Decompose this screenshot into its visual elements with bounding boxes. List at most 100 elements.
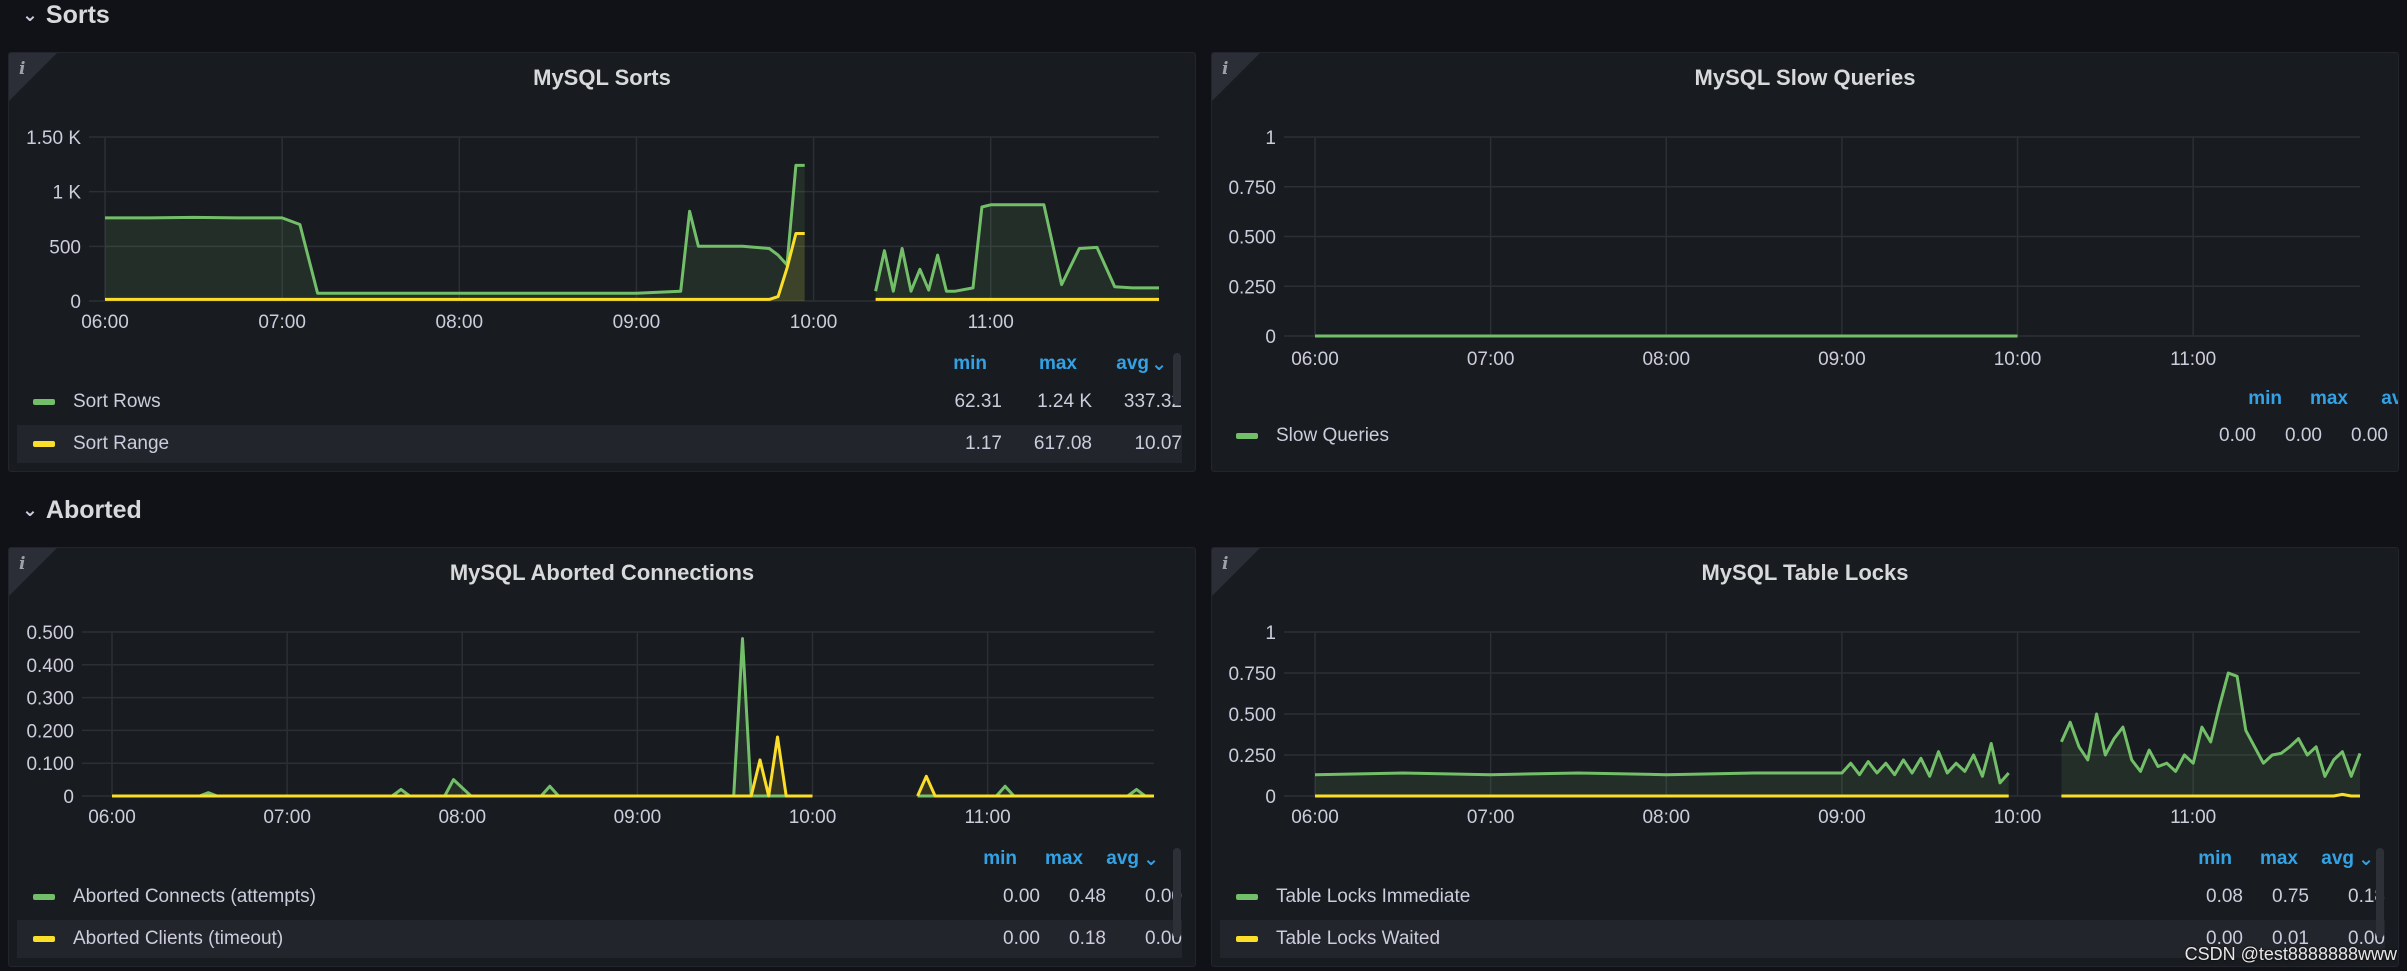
x-tick-label: 08:00 [436, 312, 484, 333]
info-icon[interactable]: i [19, 59, 26, 79]
panel-title[interactable]: MySQL Sorts [533, 65, 671, 90]
legend-col-avg[interactable]: avg [2321, 848, 2354, 869]
chevron-down-icon[interactable]: ⌄ [1151, 354, 1167, 375]
legend-header: min max avg ⌄ [947, 848, 1159, 871]
legend-scrollbar[interactable] [1173, 848, 1181, 938]
x-tick-label: 07:00 [263, 807, 311, 828]
legend-col-min[interactable]: min [983, 848, 1017, 869]
chevron-down-icon[interactable]: ⌄ [22, 499, 38, 521]
panel-title[interactable]: MySQL Table Locks [1701, 560, 1909, 585]
legend-item-table-locks-waited[interactable]: Table Locks Waited 0.00 0.01 0.00 [1220, 920, 2385, 958]
legend-name[interactable]: Aborted Connects (attempts) [73, 886, 316, 907]
panel-corner [9, 548, 57, 596]
legend-name[interactable]: Sort Rows [73, 391, 161, 412]
x-tick-label: 10:00 [1994, 349, 2042, 370]
chevron-down-icon[interactable]: ⌄ [2358, 849, 2374, 870]
x-tick-label: 07:00 [1467, 807, 1515, 828]
x-tick-label: 09:00 [613, 312, 661, 333]
legend-max: 1.24 K [1037, 391, 1092, 412]
panel-corner [1212, 53, 1260, 101]
legend-col-avg[interactable]: avg [1116, 353, 1149, 374]
x-tick-label: 06:00 [1291, 807, 1339, 828]
legend-max: 0.00 [2285, 425, 2322, 446]
legend-name[interactable]: Sort Range [73, 433, 170, 454]
legend-name[interactable]: Table Locks Immediate [1276, 886, 1471, 907]
y-tick-label: 0.500 [26, 623, 74, 644]
panel-title[interactable]: MySQL Aborted Connections [449, 560, 755, 585]
legend-header: min max avg ⌄ [2172, 848, 2374, 871]
legend-col-min[interactable]: min [953, 353, 987, 374]
legend-col-max[interactable]: max [1044, 848, 1083, 869]
legend-min: 62.31 [954, 391, 1002, 412]
y-tick-label: 0.500 [1228, 228, 1276, 249]
x-tick-label: 09:00 [1818, 807, 1866, 828]
info-icon[interactable]: i [19, 554, 26, 574]
legend-scrollbar[interactable] [1173, 353, 1181, 405]
panel-mysql-sorts[interactable]: i MySQL Sorts 0 500 1 K 1.50 K 06:00 07:00 08:… [8, 52, 1196, 472]
legend-header: min max avg [2212, 388, 2398, 410]
legend-col-max[interactable]: max [1038, 353, 1077, 374]
legend-col-max[interactable]: max [2259, 848, 2298, 869]
y-tick-label: 0.200 [26, 721, 74, 742]
legend-col-min[interactable]: min [2248, 388, 2282, 409]
x-tick-label: 11:00 [965, 807, 1011, 828]
legend-min: 0.08 [2206, 886, 2243, 907]
legend-avg: 0.00 [1145, 886, 1182, 907]
legend-item-sort-rows[interactable]: Sort Rows 62.31 1.24 K 337.32 [17, 383, 1182, 421]
panel-mysql-aborted-connections[interactable]: i MySQL Aborted Connections 0 0.100 0.200 0… [8, 547, 1196, 967]
legend-min: 1.17 [965, 433, 1002, 454]
legend-name[interactable]: Slow Queries [1276, 425, 1389, 446]
legend-max: 0.75 [2272, 886, 2309, 907]
chart-mysql-aborted-connections: 0 0.100 0.200 0.300 0.400 0.500 06:00 07:00 08:0… [26, 623, 1154, 828]
chevron-down-icon[interactable]: ⌄ [22, 4, 38, 26]
info-icon[interactable]: i [1222, 554, 1229, 574]
legend-max: 0.48 [1069, 886, 1106, 907]
legend-item-slow-queries[interactable]: Slow Queries 0.00 0.00 0.00 [1220, 417, 2388, 455]
panel-title[interactable]: MySQL Slow Queries [1694, 65, 1916, 90]
legend-item-aborted-clients[interactable]: Aborted Clients (timeout) 0.00 0.18 0.00 [17, 920, 1182, 958]
chevron-down-icon[interactable]: ⌄ [1143, 849, 1159, 870]
legend-scrollbar[interactable] [2376, 848, 2384, 938]
y-tick-label: 0.250 [1228, 277, 1276, 298]
legend-item-aborted-connects[interactable]: Aborted Connects (attempts) 0.00 0.48 0.… [17, 878, 1182, 916]
panel-corner [9, 53, 57, 101]
x-tick-label: 06:00 [1291, 349, 1339, 370]
series-line-aborted-clients-timeout [112, 735, 813, 798]
legend-swatch [33, 441, 55, 447]
series-area-sort-rows [105, 165, 805, 301]
row-header-aborted[interactable]: ⌄ Aborted [22, 492, 142, 528]
legend-max: 617.08 [1033, 433, 1092, 454]
y-tick-label: 0.500 [1228, 705, 1276, 726]
legend-swatch [33, 399, 55, 405]
x-tick-label: 06:00 [81, 312, 129, 333]
panel-mysql-slow-queries[interactable]: i MySQL Slow Queries 0 0.250 0.500 0.750 1 06… [1211, 52, 2399, 472]
legend-header: min max avg ⌄ [917, 353, 1167, 376]
panel-mysql-table-locks[interactable]: i MySQL Table Locks 0 0.250 0.500 0.750 1 06:… [1211, 547, 2399, 967]
row-header-sorts[interactable]: ⌄ Sorts [22, 0, 110, 33]
y-tick-label: 0 [63, 787, 74, 808]
info-icon[interactable]: i [1222, 59, 1229, 79]
legend-swatch [33, 936, 55, 942]
legend-col-avg[interactable]: avg [2381, 388, 2398, 409]
y-tick-label: 0.250 [1228, 746, 1276, 767]
legend-col-min[interactable]: min [2198, 848, 2232, 869]
row-title: Aborted [45, 495, 142, 524]
legend-col-avg[interactable]: avg [1106, 848, 1139, 869]
legend-name[interactable]: Table Locks Waited [1276, 928, 1441, 949]
legend-min: 0.00 [1003, 886, 1040, 907]
series-line-sort-rows [874, 203, 1159, 293]
legend-max: 0.01 [2272, 928, 2309, 949]
watermark: CSDN @test8888888www [2184, 944, 2397, 964]
legend-name[interactable]: Aborted Clients (timeout) [73, 928, 284, 949]
legend-min: 0.00 [1003, 928, 1040, 949]
legend-col-max[interactable]: max [2309, 388, 2348, 409]
y-tick-label: 0.750 [1228, 178, 1276, 199]
x-tick-label: 07:00 [1467, 349, 1515, 370]
legend-item-table-locks-immediate[interactable]: Table Locks Immediate 0.08 0.75 0.18 [1220, 878, 2385, 916]
legend-item-sort-range[interactable]: Sort Range 1.17 617.08 10.07 [17, 425, 1182, 463]
x-tick-label: 11:00 [2170, 807, 2216, 828]
x-tick-label: 08:00 [1642, 349, 1690, 370]
row-title: Sorts [45, 0, 110, 29]
panel-corner [1212, 548, 1260, 596]
legend-avg: 337.32 [1123, 391, 1182, 412]
